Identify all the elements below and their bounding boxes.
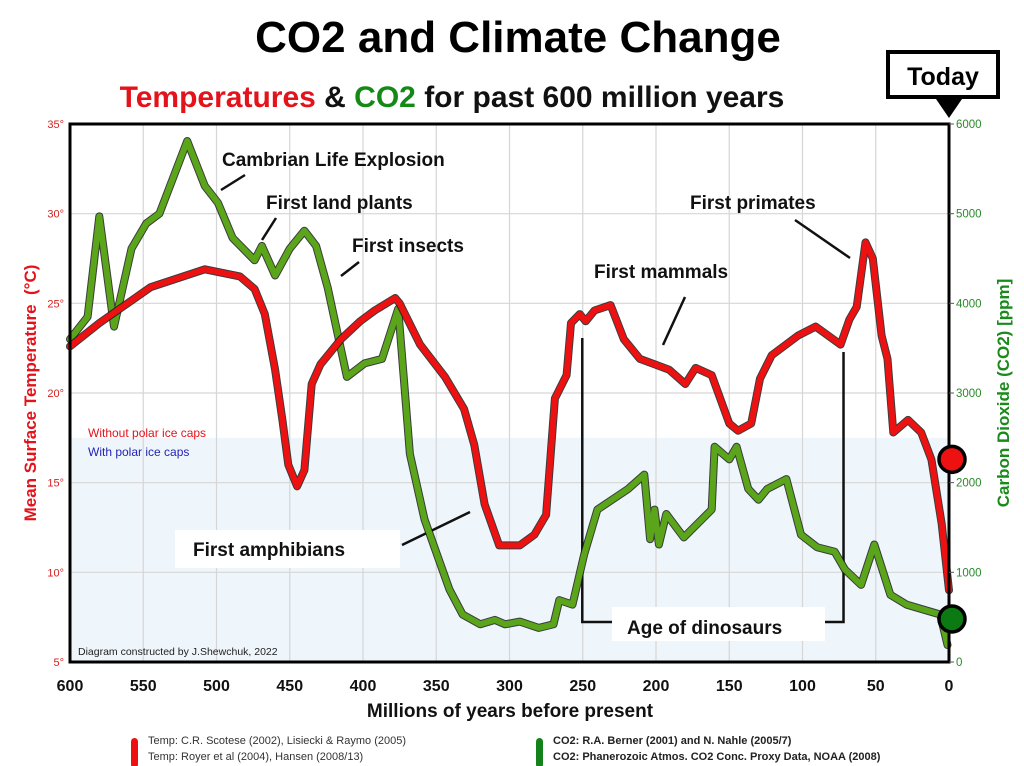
- annotation-label: First land plants: [266, 193, 413, 214]
- dinosaurs-bracket-right: [817, 352, 845, 624]
- today-markers: [937, 444, 967, 634]
- x-tick-label: 600: [57, 678, 84, 695]
- annotation-label: Cambrian Life Explosion: [222, 150, 445, 171]
- y-left-axis-title: Mean Surface Temperature (°C): [21, 265, 40, 522]
- x-tick-label: 300: [496, 678, 523, 695]
- x-tick-label: 0: [945, 678, 954, 695]
- today-label: Today: [907, 63, 979, 91]
- dinosaurs-bracket-left: [581, 338, 615, 624]
- legend-temp-source-1: Temp: C.R. Scotese (2002), Lisiecki & Ra…: [148, 735, 406, 747]
- annotation-label-background: [612, 607, 825, 641]
- label-with-ice-caps: With polar ice caps: [88, 445, 189, 459]
- today-callout: Today: [886, 50, 1000, 118]
- plot-area: 600 550 500 450 400 350 300 250 200 150 100 50 05°10…: [47, 119, 981, 695]
- annotation-pointer-line: [340, 261, 360, 277]
- subtitle-part-temperatures: Temperatures: [120, 81, 316, 114]
- legend-co2-source-1: CO2: R.A. Berner (2001) and N. Nahle (20…: [553, 735, 792, 747]
- x-tick-label: 500: [203, 678, 230, 695]
- annotation-labels: Cambrian Life Explosion First land plants…: [175, 150, 825, 641]
- y-left-tick-label: 5°: [53, 657, 64, 669]
- annotation-pointer-line: [794, 218, 851, 260]
- x-tick-label: 50: [867, 678, 885, 695]
- x-tick-label: 550: [130, 678, 157, 695]
- y-left-tick-label: 15°: [47, 478, 64, 490]
- annotation-pointer-line: [260, 217, 278, 241]
- annotation-label-background: [175, 530, 400, 568]
- x-tick-label: 100: [789, 678, 816, 695]
- x-tick-label: 150: [716, 678, 743, 695]
- today-box: [886, 50, 1000, 99]
- co2-line: [67, 138, 951, 648]
- x-tick-label: 200: [643, 678, 670, 695]
- y-right-tick-label: 0: [956, 657, 962, 669]
- annotation-pointers: [220, 173, 851, 624]
- credit-text: Diagram constructed by J.Shewchuk, 2022: [78, 646, 278, 658]
- temperature-line: [67, 239, 952, 594]
- legend-temp-source-2: Temp: Royer et al (2004), Hansen (2008/1…: [148, 751, 363, 763]
- legend: Temp: C.R. Scotese (2002), Lisiecki & Ra…: [131, 735, 881, 766]
- axis-ticks: 600 550 500 450 400 350 300 250 200 150 100 50 05°10…: [47, 119, 981, 695]
- annotation-label: First primates: [690, 193, 816, 214]
- legend-swatch-temperature: [131, 738, 138, 766]
- y-right-tick-label: 5000: [956, 209, 982, 221]
- legend-swatch-co2: [536, 738, 543, 766]
- y-right-tick-label: 2000: [956, 478, 982, 490]
- y-left-tick-label: 30°: [47, 209, 64, 221]
- series-layer: [66, 137, 953, 649]
- subtitle-part-co2: CO2: [354, 81, 416, 114]
- annotation-label-dinosaurs: Age of dinosaurs: [627, 618, 782, 639]
- annotation-label: First mammals: [594, 262, 728, 283]
- subtitle-part-and: &: [316, 81, 354, 114]
- y-right-tick-label: 6000: [956, 119, 982, 131]
- x-axis-title: Millions of years before present: [367, 701, 654, 722]
- y-left-tick-label: 35°: [47, 119, 64, 131]
- chart-subtitle: Temperatures & CO2 for past 600 million …: [120, 81, 785, 114]
- today-temperature-marker: [937, 444, 967, 475]
- chart-title: CO2 and Climate Change: [255, 13, 781, 62]
- annotation-pointer-line: [220, 173, 246, 192]
- y-left-tick-label: 10°: [47, 567, 64, 579]
- annotation-label: First amphibians: [193, 540, 345, 561]
- y-right-axis-title: Carbon Dioxide (CO2) [ppm]: [994, 279, 1013, 508]
- y-left-tick-label: 25°: [47, 298, 64, 310]
- x-tick-label: 400: [350, 678, 377, 695]
- x-tick-label: 450: [276, 678, 303, 695]
- y-right-tick-label: 1000: [956, 567, 982, 579]
- today-co2-marker: [937, 604, 967, 634]
- y-left-tick-label: 20°: [47, 388, 64, 400]
- legend-co2-source-2: CO2: Phanerozoic Atmos. CO2 Conc. Proxy …: [553, 751, 881, 763]
- subtitle-part-rest: for past 600 million years: [416, 81, 784, 114]
- y-right-tick-label: 3000: [956, 388, 982, 400]
- annotation-label: First insects: [352, 236, 464, 257]
- x-tick-label: 250: [569, 678, 596, 695]
- y-right-tick-label: 4000: [956, 298, 982, 310]
- annotation-pointer-line: [661, 296, 687, 346]
- today-arrow-icon: [936, 99, 962, 118]
- label-without-ice-caps: Without polar ice caps: [88, 426, 206, 440]
- annotation-pointer-line: [401, 510, 471, 547]
- x-tick-label: 350: [423, 678, 450, 695]
